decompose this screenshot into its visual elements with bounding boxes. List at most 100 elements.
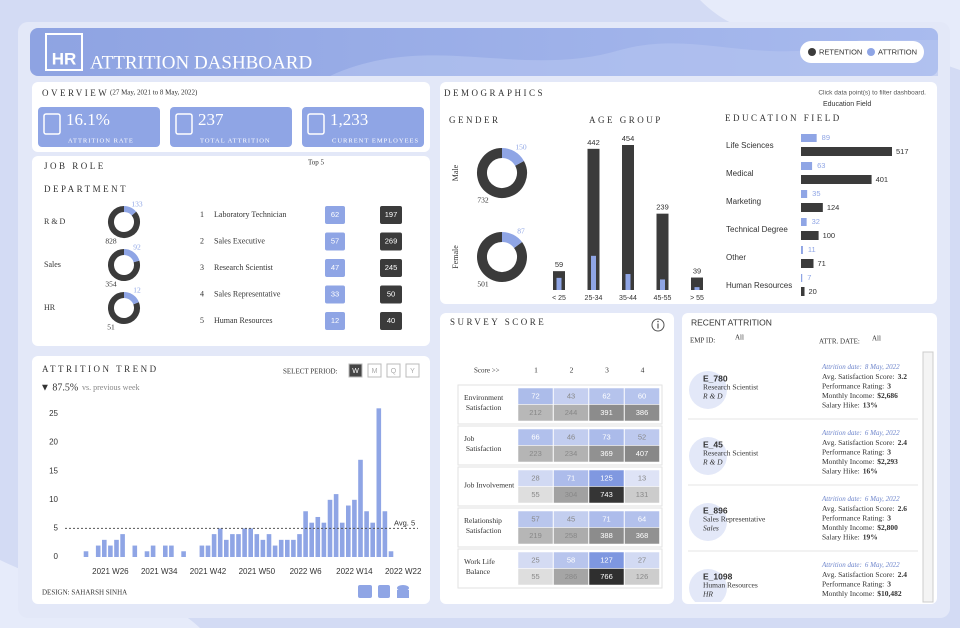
period-button[interactable] [405,363,420,378]
heat-cell [517,404,554,422]
age-retention-label: 239 [656,203,669,212]
trend-title: ATTRITION TREND [42,364,159,374]
stat-value: 13% [863,400,878,409]
employee-id[interactable]: E_1098 [703,571,733,581]
x-tick-label: 2021 W50 [239,567,276,576]
heat-value: 223 [529,449,542,458]
heat-value: 64 [638,514,646,523]
heat-value: 391 [600,408,613,417]
bar [95,545,101,557]
role-attrition: 62 [331,210,339,219]
logo: HR [52,49,77,68]
attrition-date: Attrition date: 6 May, 2022 [821,495,900,503]
gender-label: Female [451,245,460,269]
heat-cell [553,568,589,586]
bar [309,522,314,557]
employee-id[interactable]: E_45 [703,439,723,449]
bar [254,534,260,557]
scrollbar[interactable] [922,351,934,603]
heat-cell [624,568,660,586]
gender-label: Male [451,164,460,181]
stat-label: Avg. Satisfaction Score: [822,570,895,579]
period-button[interactable] [367,363,382,378]
info-icon[interactable] [651,318,665,332]
heat-value: 234 [565,449,578,458]
education-retention-label: 124 [827,203,840,212]
age-attrition-bar [660,279,665,290]
bar [205,545,211,557]
x-tick-label: 2022 W14 [336,567,373,576]
bar [303,511,308,557]
role-name: Research Scientist [214,263,274,272]
bar [230,534,235,557]
stat-label: Avg. Satisfaction Score: [822,504,895,513]
survey-title: SURVEY SCORE [450,317,546,327]
period-button-label[interactable]: M [372,368,378,375]
x-tick-label: 2022 W22 [385,567,422,576]
bar [242,528,247,557]
donut-attrition [123,292,139,305]
date-filter-label: ATTR. DATE: [819,338,860,346]
employee-role: Research Scientist [703,449,759,458]
emp-filter-label: EMP ID: [690,337,715,345]
bar [333,494,339,557]
age-retention-label: 39 [693,267,701,276]
design-credit: DESIGN: SAHARSH SINHA [42,589,127,597]
stat-value: 19% [863,532,878,541]
employee-id[interactable]: E_896 [703,505,728,515]
role-retention: 269 [385,236,398,245]
icon-export[interactable] [378,585,390,598]
role-retention-cell [380,232,402,251]
heat-value: 27 [638,555,646,564]
overview-title: OVERVIEW [42,88,109,98]
donut-attrition [501,232,523,249]
logo-frame [45,33,83,71]
period-button[interactable] [348,363,363,378]
age-retention-label: 454 [622,134,635,143]
heat-value: 13 [638,473,646,482]
education-retention-label: 20 [809,287,817,296]
date-filter-value[interactable]: All [872,335,881,343]
row-label: Job Satisfaction [464,434,502,453]
education-category: Life Sciences [726,141,774,150]
bar [272,545,278,557]
age-category: > 55 [690,295,704,302]
row-frame [457,425,663,466]
heat-value: 43 [567,391,575,400]
row-label: Job Involvement [464,481,515,490]
icon-data[interactable] [397,585,409,591]
role-retention-cell [380,206,402,224]
icon-data-base[interactable] [397,590,409,598]
kpi-value: 16.1% [66,110,110,129]
stat-value: 2.4 [898,438,908,447]
employee-stat: Avg. Satisfaction Score: 2.4 [822,570,907,579]
kpi-icon [175,113,193,135]
department-label: Sales [44,260,61,269]
period-button-label[interactable]: Y [410,368,415,375]
attrition-label: 12 [133,286,141,295]
education-retention-label: 71 [817,259,825,268]
emp-filter-value[interactable]: All [735,334,744,342]
heat-value: 46 [567,432,575,441]
bar [224,539,229,557]
attrition-label: 87 [517,227,525,236]
employee-stat: Salary Hike: 13% [822,400,878,409]
employee-stat: Avg. Satisfaction Score: 2.4 [822,438,907,447]
heat-cell [517,568,554,586]
bar [260,539,266,557]
employee-id[interactable]: E_780 [703,373,728,383]
education-attrition-bar [801,190,808,198]
bar [297,534,302,557]
bar [364,511,369,557]
kpi-value: 1,233 [330,110,368,129]
education-category: Technical Degree [726,225,788,234]
kpi-label: TOTAL ATTRITION [200,137,271,144]
period-button-label[interactable]: W [352,368,359,375]
date-value: 6 May, 2022 [865,561,900,569]
kpi-value: 237 [198,110,224,129]
period-button[interactable] [386,363,401,378]
icon-image[interactable] [358,585,372,598]
education-retention-label: 401 [876,175,889,184]
period-button-label[interactable]: Q [391,368,397,375]
